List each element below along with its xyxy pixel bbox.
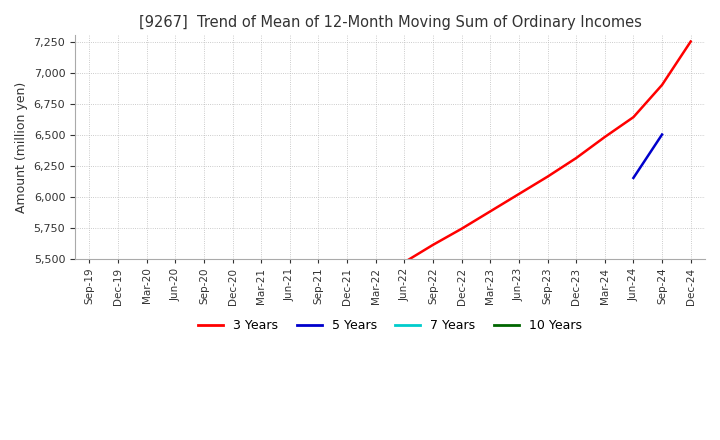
- Line: 5 Years: 5 Years: [634, 135, 662, 178]
- Y-axis label: Amount (million yen): Amount (million yen): [15, 81, 28, 213]
- 3 Years: [400, 260, 409, 265]
- Title: [9267]  Trend of Mean of 12-Month Moving Sum of Ordinary Incomes: [9267] Trend of Mean of 12-Month Moving …: [138, 15, 642, 30]
- 3 Years: [543, 174, 552, 180]
- 3 Years: [658, 82, 667, 88]
- Line: 3 Years: 3 Years: [405, 41, 690, 262]
- 3 Years: [515, 191, 523, 197]
- 3 Years: [629, 114, 638, 120]
- 3 Years: [572, 155, 580, 161]
- 3 Years: [457, 226, 466, 231]
- 3 Years: [686, 39, 695, 44]
- 5 Years: [629, 175, 638, 180]
- 3 Years: [486, 209, 495, 214]
- 3 Years: [600, 134, 609, 139]
- Legend: 3 Years, 5 Years, 7 Years, 10 Years: 3 Years, 5 Years, 7 Years, 10 Years: [193, 314, 588, 337]
- 5 Years: [658, 132, 667, 137]
- 3 Years: [428, 242, 437, 248]
